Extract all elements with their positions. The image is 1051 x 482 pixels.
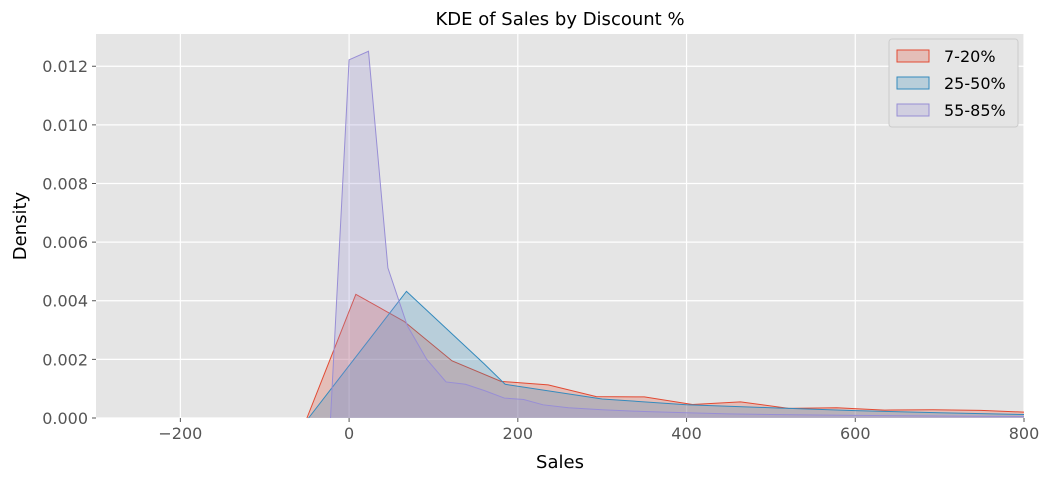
y-tick-label: 0.004 bbox=[42, 292, 88, 311]
y-axis-label: Density bbox=[10, 191, 31, 260]
x-tick-label: −200 bbox=[158, 424, 202, 443]
y-tick-label: 0.000 bbox=[42, 409, 88, 428]
x-tick-label: 800 bbox=[1009, 424, 1040, 443]
x-tick-label: 400 bbox=[671, 424, 702, 443]
area-fill-55-85% bbox=[330, 51, 1025, 419]
area-fill-25-50% bbox=[308, 291, 1024, 418]
y-tick-label: 0.008 bbox=[42, 174, 88, 193]
y-tick-label: 0.012 bbox=[42, 57, 88, 76]
y-tick-label: 0.006 bbox=[42, 233, 88, 252]
legend: 7-20% 25-50% 55-85% bbox=[888, 38, 1019, 128]
kde-line-25-50% bbox=[308, 290, 1025, 419]
x-tick-label: 200 bbox=[503, 424, 534, 443]
y-tick-label: 0.010 bbox=[42, 116, 88, 135]
kde-line-55-85% bbox=[330, 50, 1025, 419]
legend-swatch-7-20% bbox=[896, 49, 930, 63]
legend-box bbox=[888, 38, 1019, 128]
kde-areas bbox=[306, 50, 1025, 419]
legend-label-25-50%: 25-50% bbox=[944, 74, 1006, 93]
y-axis-ticks: 0.000 0.002 0.004 0.006 0.008 0.010 0.012 bbox=[42, 57, 96, 428]
legend-label-55-85%: 55-85% bbox=[944, 101, 1006, 120]
x-axis-ticks: −200 0 200 400 600 800 bbox=[158, 418, 1039, 443]
grid-lines bbox=[96, 34, 1025, 419]
legend-label-7-20%: 7-20% bbox=[944, 47, 996, 66]
chart-title: KDE of Sales by Discount % bbox=[435, 9, 684, 30]
x-tick-label: 600 bbox=[840, 424, 871, 443]
legend-swatch-25-50% bbox=[896, 76, 930, 90]
y-tick-label: 0.002 bbox=[42, 350, 88, 369]
x-tick-label: 0 bbox=[344, 424, 354, 443]
plot-area bbox=[96, 34, 1024, 418]
kde-line-7-20% bbox=[306, 293, 1025, 419]
legend-swatch-55-85% bbox=[896, 103, 930, 117]
x-axis-label: Sales bbox=[536, 452, 584, 473]
area-fill-7-20% bbox=[306, 294, 1025, 418]
